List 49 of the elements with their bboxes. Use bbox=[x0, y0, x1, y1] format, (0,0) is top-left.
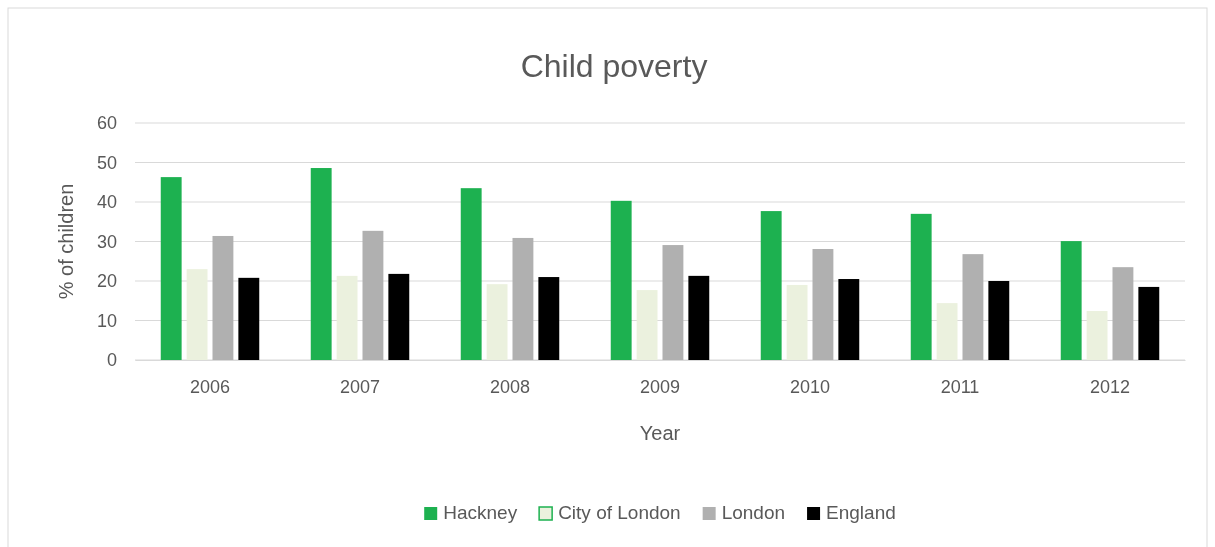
y-tick-label: 0 bbox=[106, 350, 117, 371]
bar bbox=[662, 245, 684, 360]
bar bbox=[460, 188, 482, 360]
y-axis-title: % of children bbox=[55, 183, 77, 300]
bar bbox=[786, 284, 808, 360]
bar bbox=[812, 249, 834, 360]
bar bbox=[388, 273, 410, 360]
x-tick-label: 2007 bbox=[339, 376, 381, 397]
legend-label: England bbox=[826, 502, 896, 523]
bar bbox=[838, 279, 860, 360]
bar bbox=[910, 213, 932, 360]
legend-label: Hackney bbox=[443, 502, 518, 523]
bar bbox=[610, 200, 632, 360]
bar bbox=[636, 290, 658, 360]
legend-label: City of London bbox=[558, 502, 681, 523]
x-tick-label: 2012 bbox=[1089, 376, 1131, 397]
x-tick-label: 2011 bbox=[940, 376, 980, 397]
x-tick-label: 2010 bbox=[789, 376, 831, 397]
y-tick-label: 50 bbox=[96, 152, 117, 173]
bar bbox=[238, 277, 260, 360]
y-tick-label: 60 bbox=[96, 113, 117, 134]
x-axis-title: Year bbox=[639, 422, 681, 444]
bar bbox=[486, 284, 508, 360]
x-tick-label: 2009 bbox=[639, 376, 681, 397]
bar bbox=[936, 303, 958, 360]
legend-label: London bbox=[721, 502, 786, 523]
bar bbox=[1138, 286, 1160, 360]
bar bbox=[212, 235, 234, 360]
bar bbox=[688, 275, 710, 360]
bar bbox=[160, 177, 182, 360]
bar bbox=[1060, 241, 1082, 360]
bar bbox=[336, 275, 358, 360]
bar bbox=[512, 237, 534, 360]
bar bbox=[186, 269, 208, 360]
bar bbox=[538, 277, 560, 360]
bar bbox=[760, 211, 782, 360]
x-tick-label: 2008 bbox=[489, 376, 531, 397]
bar bbox=[988, 281, 1010, 360]
y-tick-label: 20 bbox=[96, 271, 117, 292]
bar bbox=[962, 254, 984, 360]
x-tick-label: 2006 bbox=[189, 376, 231, 397]
bar bbox=[1086, 311, 1108, 360]
bar bbox=[310, 168, 332, 360]
y-tick-label: 30 bbox=[96, 231, 117, 252]
bar bbox=[1112, 267, 1134, 360]
y-tick-label: 10 bbox=[96, 310, 117, 331]
chart-title: Child poverty bbox=[520, 48, 708, 84]
bar bbox=[362, 230, 384, 360]
y-tick-label: 40 bbox=[96, 192, 117, 213]
